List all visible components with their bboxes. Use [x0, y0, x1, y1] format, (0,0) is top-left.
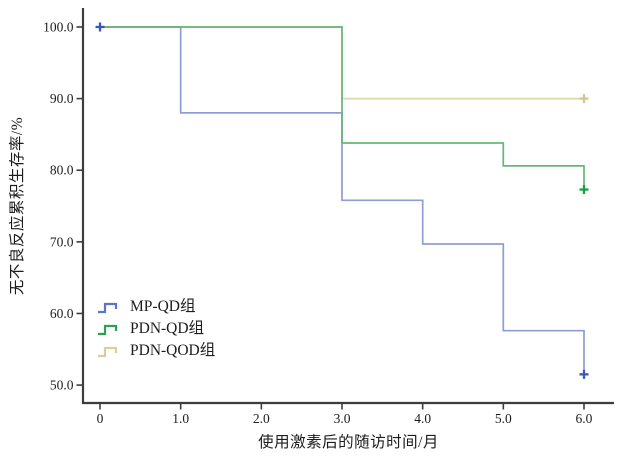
x-axis-title: 使用激素后的随访时间/月	[258, 434, 439, 451]
x-tick-label: 5.0	[495, 411, 512, 426]
x-tick-label: 6.0	[576, 411, 593, 426]
x-tick-label: 4.0	[414, 411, 431, 426]
y-tick-label: 80.0	[50, 163, 74, 178]
step-line-icon	[98, 324, 118, 336]
x-tick-label: 0	[97, 411, 104, 426]
step-line-icon	[98, 302, 118, 314]
legend-item-mp-qd: MP-QD组	[97, 296, 215, 318]
y-tick-label: 60.0	[50, 306, 74, 321]
x-tick-label: 1.0	[172, 411, 189, 426]
y-tick-label: 100.0	[43, 19, 74, 34]
x-tick-label: 3.0	[334, 411, 351, 426]
y-tick-label: 90.0	[50, 91, 74, 106]
series-line-PDN-QD组	[100, 26, 585, 190]
legend-item-pdn-qod: PDN-QOD组	[97, 340, 215, 362]
y-tick-label: 70.0	[50, 234, 74, 249]
legend: MP-QD组 PDN-QD组 PDN-QOD组	[97, 296, 215, 362]
legend-label: MP-QD组	[130, 298, 196, 316]
legend-label: PDN-QD组	[130, 320, 205, 338]
step-line-icon	[98, 346, 118, 358]
x-tick-label: 2.0	[253, 411, 270, 426]
series-line-MP-QD组	[100, 26, 585, 375]
y-axis-title: 无不良反应累积生存率/%	[9, 116, 26, 296]
legend-label: PDN-QOD组	[130, 342, 216, 360]
legend-item-pdn-qd: PDN-QD组	[97, 318, 215, 340]
y-tick-label: 50.0	[50, 378, 74, 393]
